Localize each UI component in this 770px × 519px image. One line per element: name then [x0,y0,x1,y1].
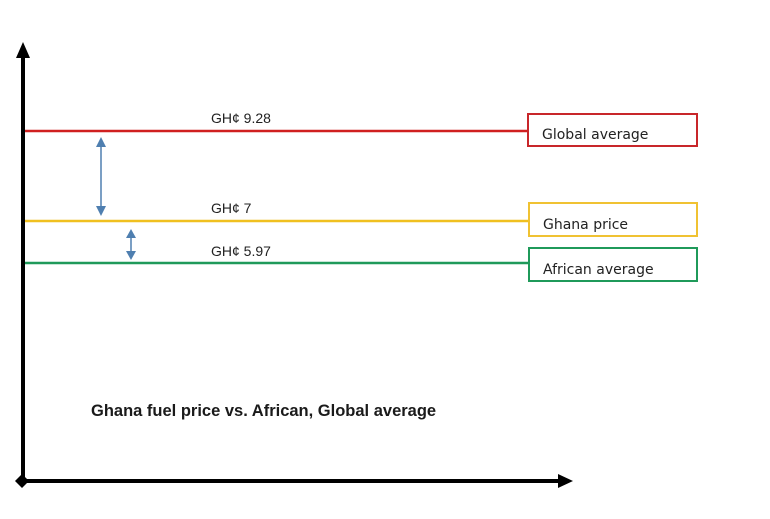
gap-arrow-global-ghana-icon [96,137,106,216]
global-value-label: GH¢ 9.28 [211,110,271,126]
origin-diamond-icon [15,474,29,488]
african-value-label: GH¢ 5.97 [211,243,271,259]
x-axis-arrow-icon [558,474,573,488]
chart-title: Ghana fuel price vs. African, Global ave… [91,402,437,420]
ghana-value-label: GH¢ 7 [211,200,252,216]
legend-african-average: African average [528,247,698,282]
legend-ghana-price: Ghana price [528,202,698,237]
gap-arrow-ghana-african-icon [126,229,136,260]
legend-global-average: Global average [527,113,698,147]
y-axis-arrow-icon [16,42,30,58]
